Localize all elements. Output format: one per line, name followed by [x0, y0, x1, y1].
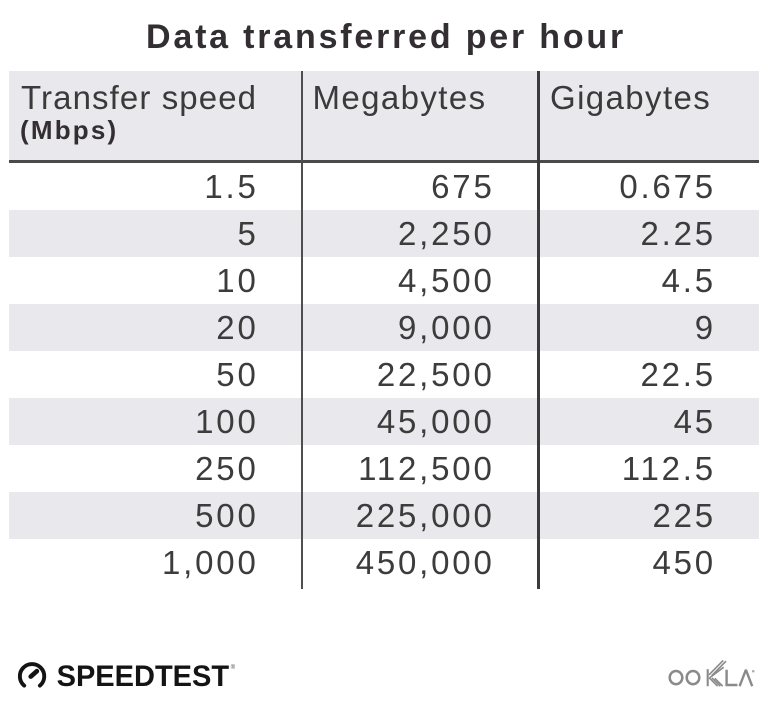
svg-text:®: ® — [231, 664, 236, 671]
svg-text:SPEEDTEST: SPEEDTEST — [57, 660, 230, 693]
